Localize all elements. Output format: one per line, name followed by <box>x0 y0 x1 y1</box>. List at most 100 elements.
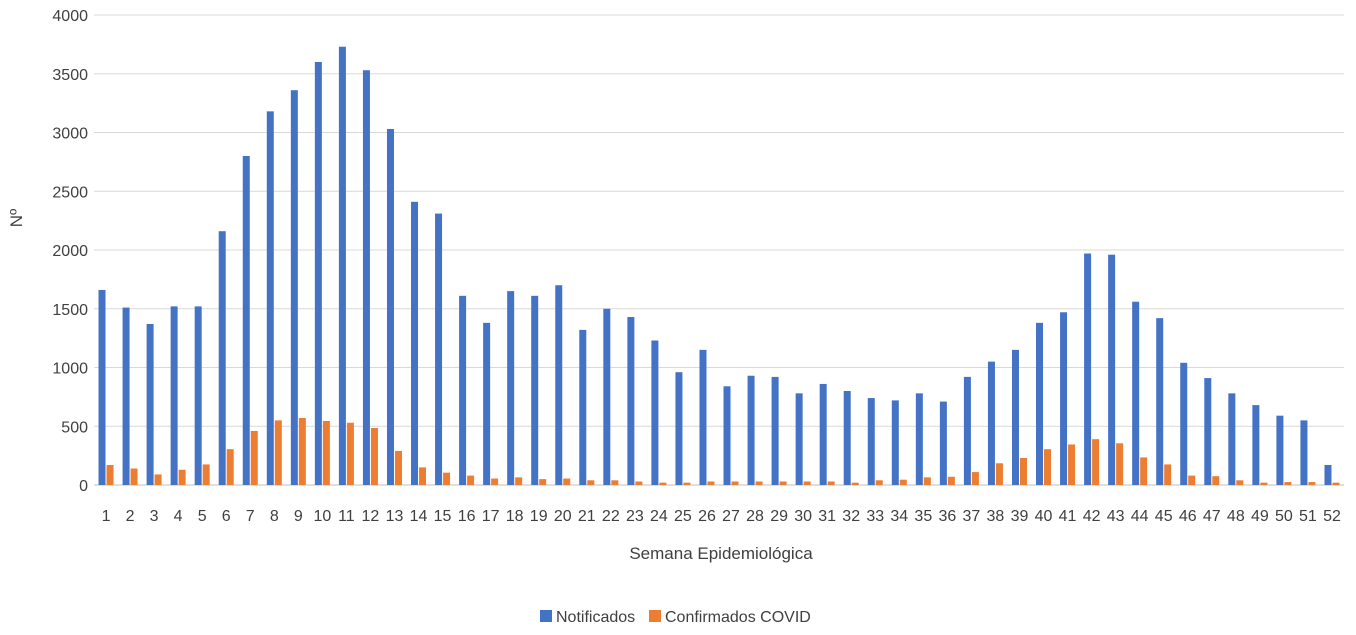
bar-confirmados-16 <box>467 475 475 485</box>
bar-notificados-43 <box>1108 254 1116 485</box>
bar-confirmados-12 <box>370 428 378 485</box>
bar-notificados-41 <box>1060 312 1068 485</box>
x-tick-label: 3 <box>150 508 159 525</box>
x-tick-label: 43 <box>1107 508 1125 525</box>
bar-notificados-27 <box>723 386 731 485</box>
bar-notificados-11 <box>338 46 346 485</box>
bars <box>98 46 1340 486</box>
bar-confirmados-22 <box>611 480 619 485</box>
bar-confirmados-47 <box>1212 476 1220 485</box>
bar-confirmados-33 <box>875 480 883 485</box>
bar-confirmados-40 <box>1044 449 1052 485</box>
bar-notificados-50 <box>1276 415 1284 485</box>
x-tick-label: 30 <box>794 508 812 525</box>
bar-notificados-22 <box>603 308 611 485</box>
x-tick-label: 9 <box>294 508 303 525</box>
bar-confirmados-3 <box>154 474 162 485</box>
bar-notificados-14 <box>411 201 419 485</box>
bar-confirmados-27 <box>731 481 739 485</box>
bar-confirmados-29 <box>779 481 787 485</box>
bar-confirmados-30 <box>803 481 811 485</box>
bar-notificados-20 <box>555 285 563 485</box>
bar-notificados-24 <box>651 340 659 485</box>
x-tick-label: 49 <box>1251 508 1269 525</box>
bar-confirmados-43 <box>1116 443 1124 485</box>
x-tick-label: 42 <box>1083 508 1101 525</box>
x-tick-label: 19 <box>530 508 548 525</box>
bar-confirmados-42 <box>1092 439 1100 485</box>
bar-confirmados-45 <box>1164 464 1172 485</box>
bar-notificados-52 <box>1324 465 1332 485</box>
x-tick-label: 51 <box>1299 508 1317 525</box>
bar-confirmados-25 <box>683 482 691 485</box>
x-tick-label: 20 <box>554 508 572 525</box>
bar-confirmados-11 <box>346 422 354 485</box>
x-tick-label: 40 <box>1035 508 1053 525</box>
bar-notificados-12 <box>362 70 370 485</box>
x-tick-label: 38 <box>987 508 1005 525</box>
legend-label-confirmados: Confirmados COVID <box>665 609 811 626</box>
x-tick-label: 13 <box>386 508 404 525</box>
x-tick-label: 26 <box>698 508 716 525</box>
bar-confirmados-44 <box>1140 457 1148 485</box>
x-tick-label: 22 <box>602 508 620 525</box>
x-tick-label: 25 <box>674 508 692 525</box>
bar-confirmados-14 <box>419 467 427 486</box>
bar-notificados-8 <box>266 111 274 485</box>
bar-notificados-21 <box>579 329 587 485</box>
bar-notificados-38 <box>987 361 995 486</box>
y-tick-label: 1000 <box>52 361 88 378</box>
x-tick-label: 29 <box>770 508 788 525</box>
y-tick-label: 3000 <box>52 126 88 143</box>
bar-notificados-39 <box>1011 349 1019 486</box>
y-tick-label: 2000 <box>52 243 88 260</box>
bar-notificados-40 <box>1036 322 1044 485</box>
bar-confirmados-21 <box>587 480 595 485</box>
bar-notificados-19 <box>531 295 539 485</box>
x-tick-label: 12 <box>362 508 380 525</box>
x-tick-label: 27 <box>722 508 740 525</box>
bar-confirmados-10 <box>322 420 330 485</box>
x-tick-label: 39 <box>1011 508 1029 525</box>
bar-confirmados-39 <box>1019 457 1027 485</box>
x-tick-label: 48 <box>1227 508 1245 525</box>
bar-notificados-33 <box>867 398 875 485</box>
bar-notificados-15 <box>435 213 443 485</box>
x-tick-label: 50 <box>1275 508 1293 525</box>
x-tick-label: 33 <box>866 508 884 525</box>
x-tick-label: 10 <box>313 508 331 525</box>
x-tick-label: 47 <box>1203 508 1221 525</box>
bar-confirmados-7 <box>250 430 258 485</box>
bar-confirmados-15 <box>443 472 451 485</box>
x-tick-label: 5 <box>198 508 207 525</box>
bar-confirmados-5 <box>202 464 210 485</box>
bar-confirmados-6 <box>226 449 234 485</box>
bar-confirmados-34 <box>899 479 907 485</box>
bar-confirmados-1 <box>106 465 114 485</box>
bar-notificados-28 <box>747 375 755 485</box>
bar-notificados-42 <box>1084 253 1092 485</box>
x-axis-ticks: 1 2 3 4 5 6 7 8 9 10 11 12 13 14 15 16 17 18 19 20 21 22 23 24 2… <box>102 508 1341 525</box>
x-axis-title: Semana Epidemiológica <box>629 544 813 563</box>
bar-notificados-18 <box>507 291 515 486</box>
x-tick-label: 6 <box>222 508 231 525</box>
bar-notificados-34 <box>891 400 899 485</box>
bar-confirmados-9 <box>298 418 306 485</box>
bar-notificados-25 <box>675 372 683 485</box>
bar-notificados-2 <box>122 307 130 485</box>
bar-notificados-32 <box>843 391 851 485</box>
x-tick-label: 11 <box>338 508 355 525</box>
x-tick-label: 37 <box>963 508 981 525</box>
bar-notificados-35 <box>915 393 923 485</box>
bar-confirmados-26 <box>707 481 715 485</box>
bar-notificados-5 <box>194 306 202 485</box>
x-tick-label: 32 <box>842 508 860 525</box>
y-axis-title: Nº <box>7 209 26 228</box>
bar-notificados-10 <box>314 62 322 485</box>
x-tick-label: 21 <box>578 508 596 525</box>
y-axis-ticks: 0 500 1000 1500 2000 2500 3000 3500 4000 <box>52 8 88 495</box>
bar-confirmados-31 <box>827 481 835 485</box>
bar-notificados-37 <box>963 376 971 485</box>
